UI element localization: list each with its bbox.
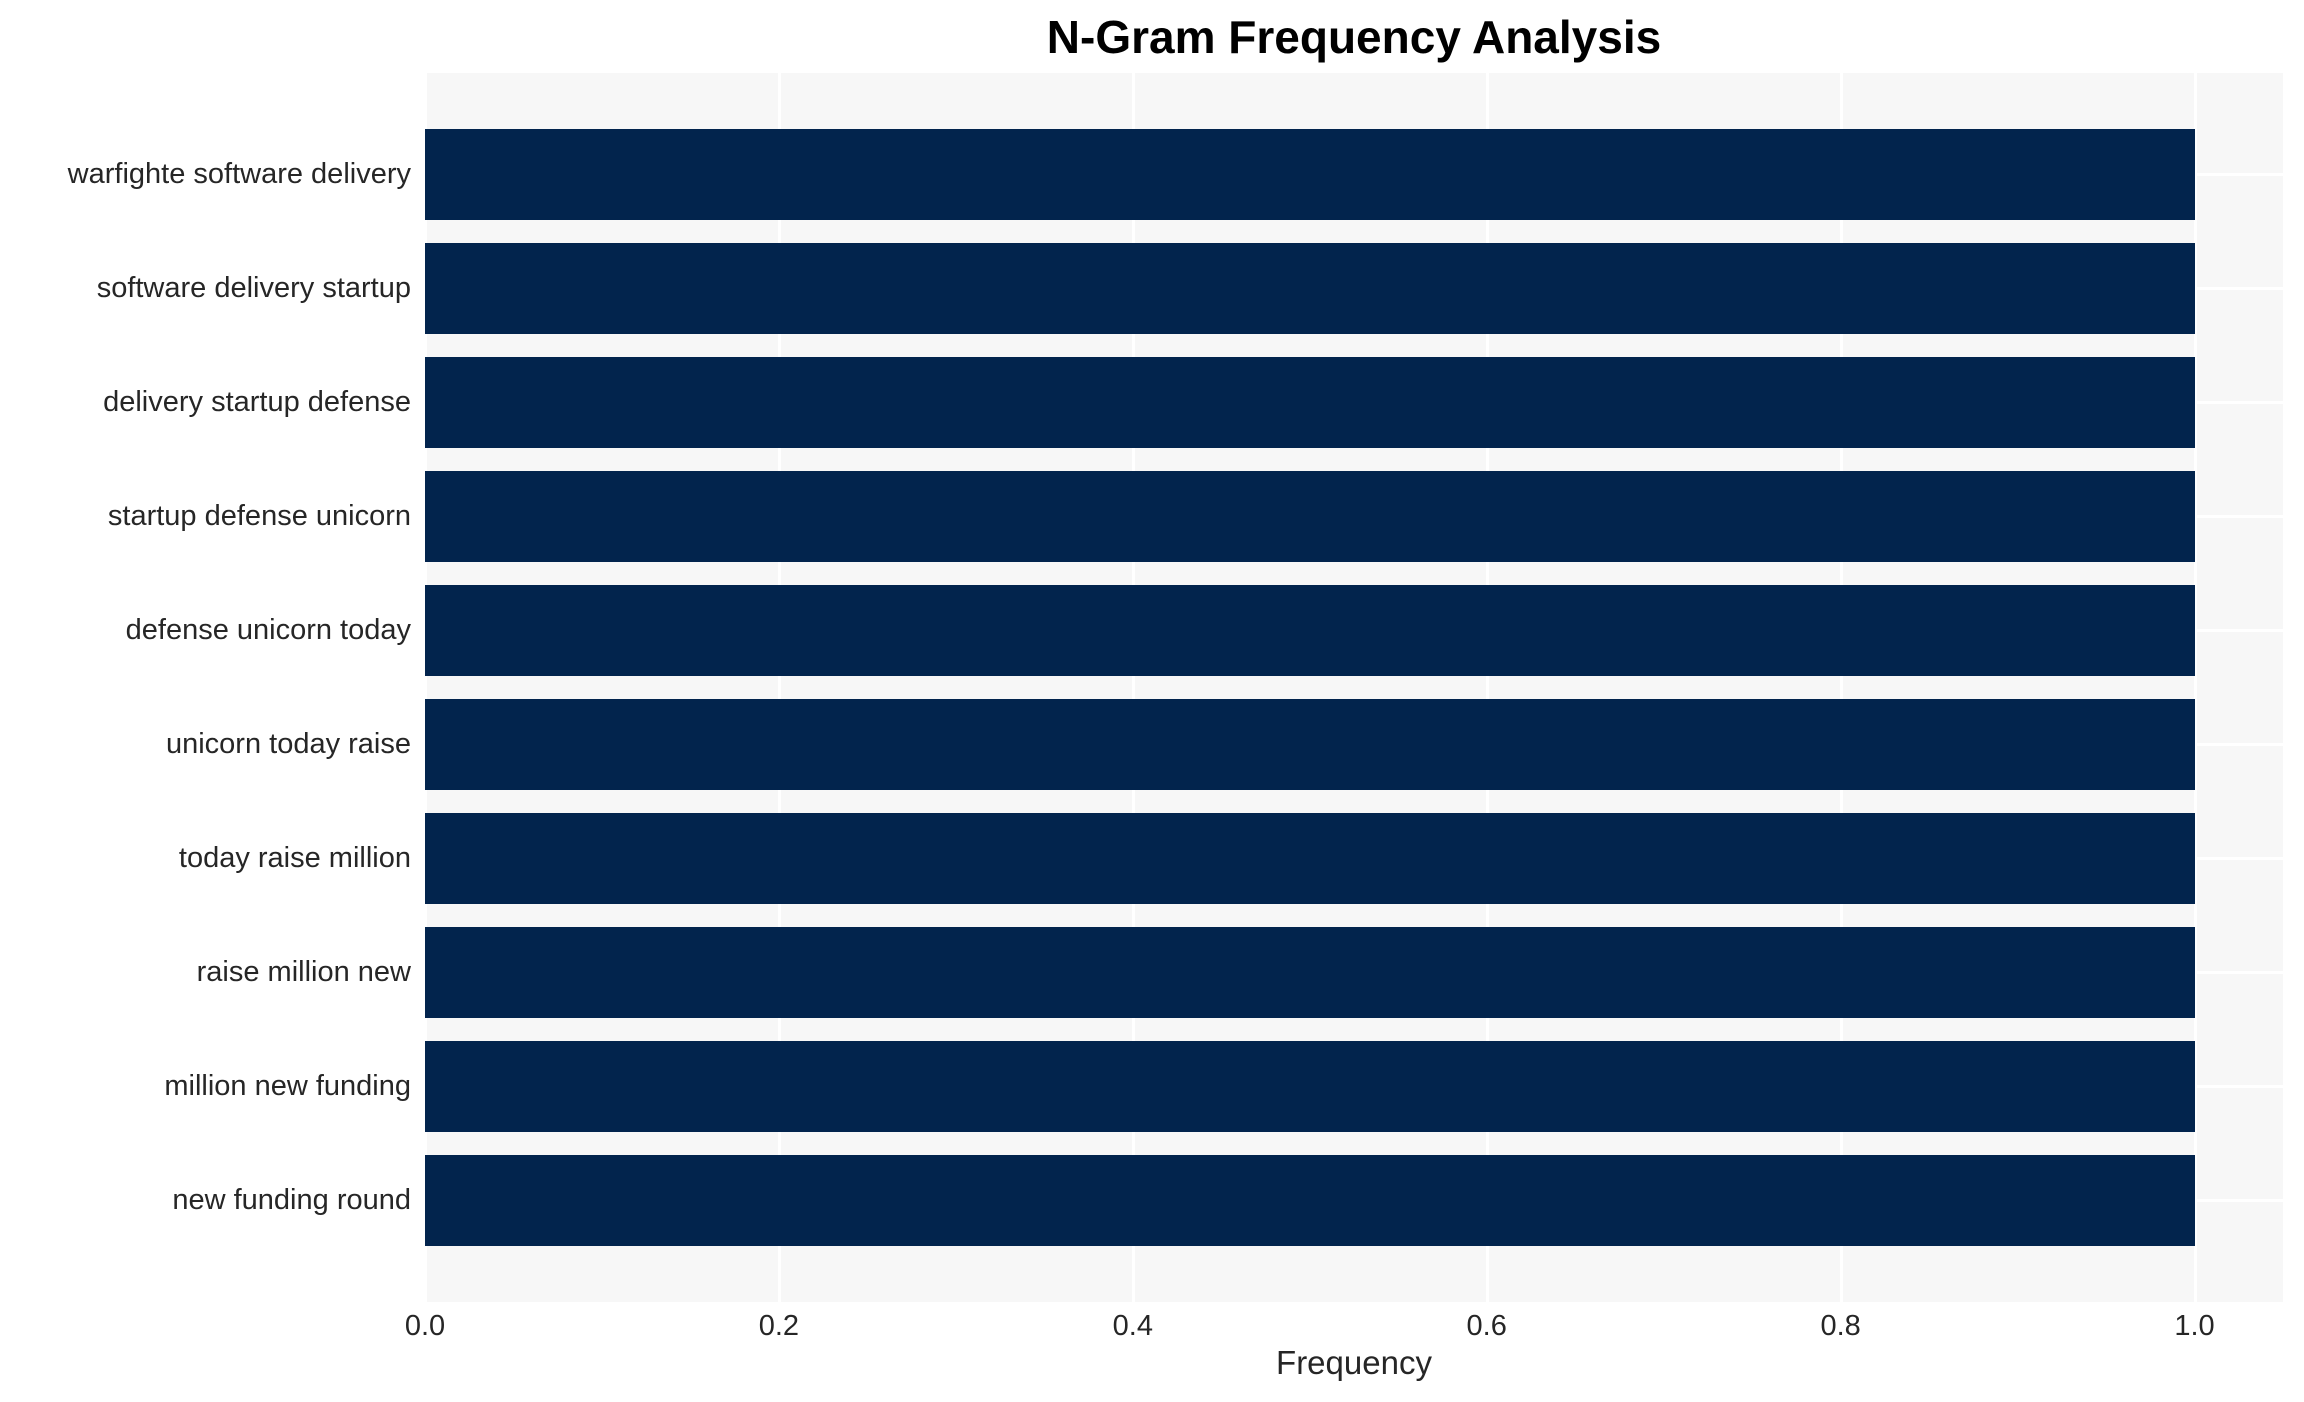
y-tick-label: raise million new [196,956,411,988]
x-tick-label: 0.6 [1466,1310,1507,1342]
y-tick-label: unicorn today raise [165,728,411,760]
x-tick-label: 0.4 [1112,1310,1153,1342]
y-tick-label: defense unicorn today [125,614,411,646]
bar [425,813,2195,904]
x-tick-label: 1.0 [2174,1310,2215,1342]
y-tick-label: million new funding [164,1070,411,1102]
y-tick-label: startup defense unicorn [107,500,411,532]
bar [425,129,2195,220]
x-tick-label: 0.2 [758,1310,800,1342]
bar [425,1041,2195,1132]
x-tick-label: 0.0 [404,1310,446,1342]
vertical-gridline [777,73,781,1302]
bar [425,699,2195,790]
bar [425,927,2195,1018]
vertical-gridline [424,73,427,1302]
y-tick-label: today raise million [178,842,411,874]
x-axis: 0.0 0.2 0.4 0.6 0.8 1.0 [405,1310,2283,1350]
y-tick-label: new funding round [172,1184,411,1216]
y-tick-label: delivery startup defense [103,386,411,418]
vertical-gridline [1839,73,1843,1302]
y-tick-label: warfighte software delivery [67,158,411,190]
vertical-gridline [1485,73,1489,1302]
bar [425,585,2195,676]
vertical-gridline [2193,73,2197,1302]
y-tick-label: software delivery startup [96,272,411,304]
plot-area [424,73,2283,1302]
bar [425,243,2195,334]
vertical-gridline [1131,73,1135,1302]
x-axis-label: Frequency [1276,1344,1432,1381]
x-tick-label: 0.8 [1820,1310,1861,1342]
chart-title: N-Gram Frequency Analysis [1046,11,1662,63]
bar [425,1155,2195,1246]
bar [425,471,2195,562]
bar [425,357,2195,448]
